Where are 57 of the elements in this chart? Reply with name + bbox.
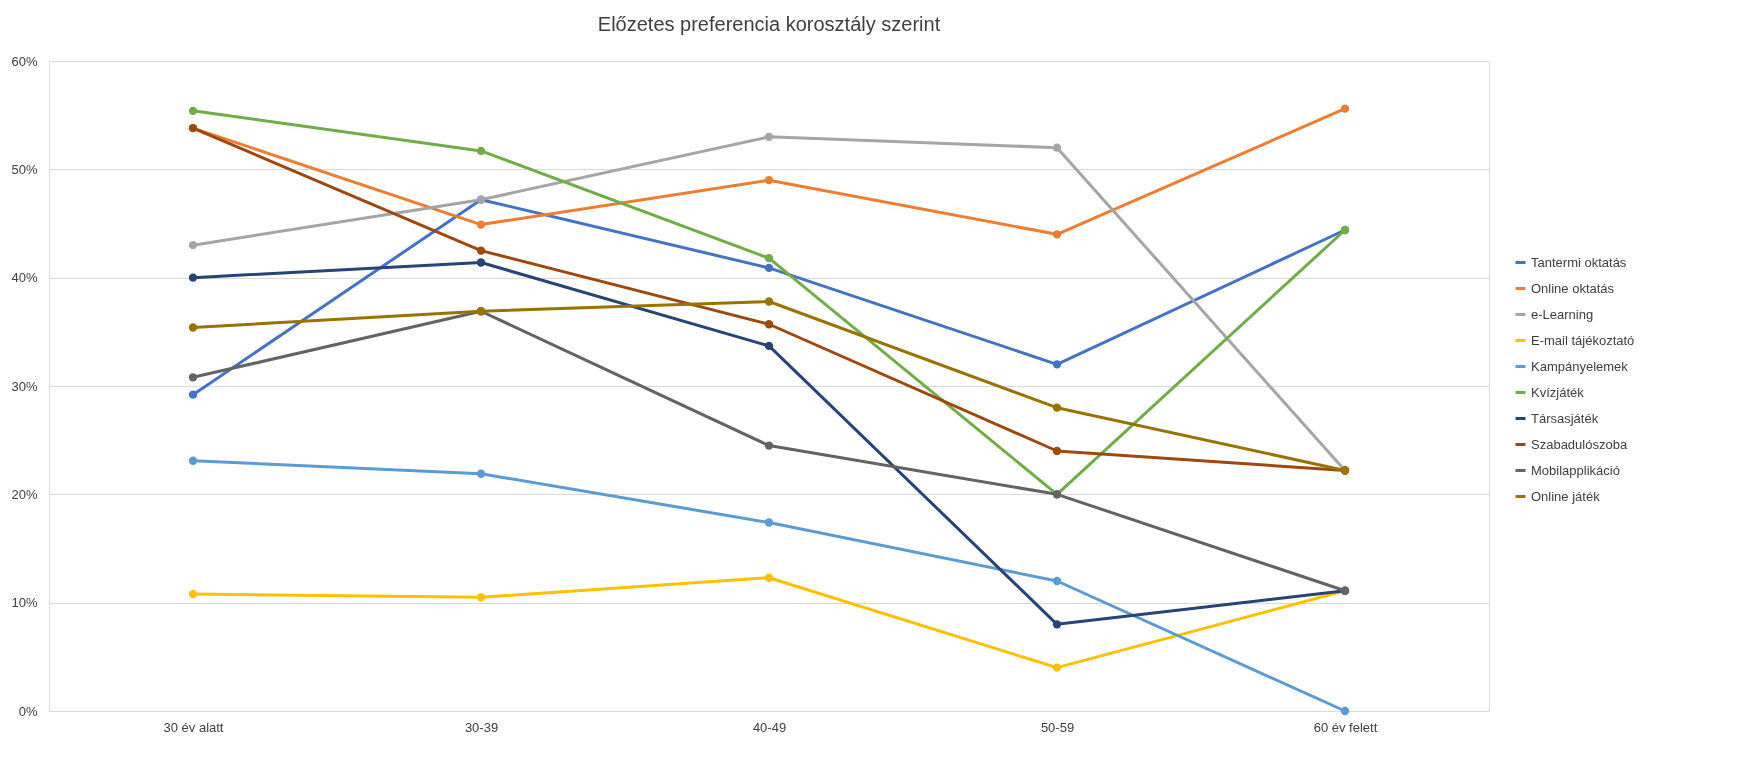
point (1052, 143, 1062, 152)
point (1052, 230, 1062, 239)
legend-label: Kampányelemek (1531, 358, 1629, 374)
point (188, 106, 198, 116)
legend-label: Társasjáték (1531, 410, 1599, 426)
point (1052, 576, 1062, 586)
point (1052, 620, 1062, 629)
point (764, 263, 774, 273)
y-tick-label: 60% (11, 53, 38, 69)
y-tick-label: 0% (18, 703, 38, 719)
legend-label: e-Learning (1531, 306, 1594, 322)
point (476, 146, 486, 156)
y-tick-label: 10% (11, 595, 38, 611)
point (476, 593, 486, 602)
point (1052, 403, 1062, 412)
y-tick-label: 50% (11, 161, 38, 177)
legend-label: Online oktatás (1531, 280, 1615, 296)
point (764, 341, 774, 351)
chart-title: Előzetes preferencia korosztály szerint (597, 13, 941, 35)
x-tick-label: 40-49 (752, 719, 787, 735)
legend-label: Kvízjáték (1531, 384, 1585, 400)
point (188, 240, 198, 250)
point (1340, 104, 1350, 113)
y-tick-label: 40% (11, 270, 38, 286)
y-tick-label: 20% (11, 486, 38, 502)
point (1052, 446, 1062, 456)
point (188, 273, 198, 282)
point (1340, 706, 1350, 716)
point (764, 132, 774, 142)
point (764, 175, 774, 185)
point (1052, 663, 1062, 672)
legend-label: E-mail tájékoztató (1531, 332, 1635, 348)
point (1052, 360, 1062, 369)
legend-label: Online játék (1531, 488, 1601, 504)
point (764, 573, 774, 582)
legend-label: Szabadulószoba (1531, 436, 1628, 452)
point (764, 253, 774, 263)
legend-label: Mobilapplikáció (1531, 462, 1620, 478)
x-tick-label: 30 év alatt (163, 719, 224, 735)
x-tick-label: 50-59 (1040, 719, 1075, 735)
point (476, 258, 486, 267)
point (764, 297, 774, 306)
x-tick-label: 60 év felett (1313, 719, 1378, 735)
point (188, 456, 198, 465)
legend-label: Tantermi oktatás (1531, 254, 1627, 270)
point (188, 589, 198, 599)
x-tick-label: 30-39 (464, 719, 499, 735)
point (764, 518, 774, 527)
point (764, 441, 774, 450)
point (188, 390, 198, 399)
point (476, 220, 486, 229)
point (476, 469, 486, 478)
point (476, 246, 486, 255)
point (188, 373, 198, 382)
y-tick-label: 30% (11, 378, 38, 394)
point (764, 320, 774, 329)
point (188, 323, 198, 332)
